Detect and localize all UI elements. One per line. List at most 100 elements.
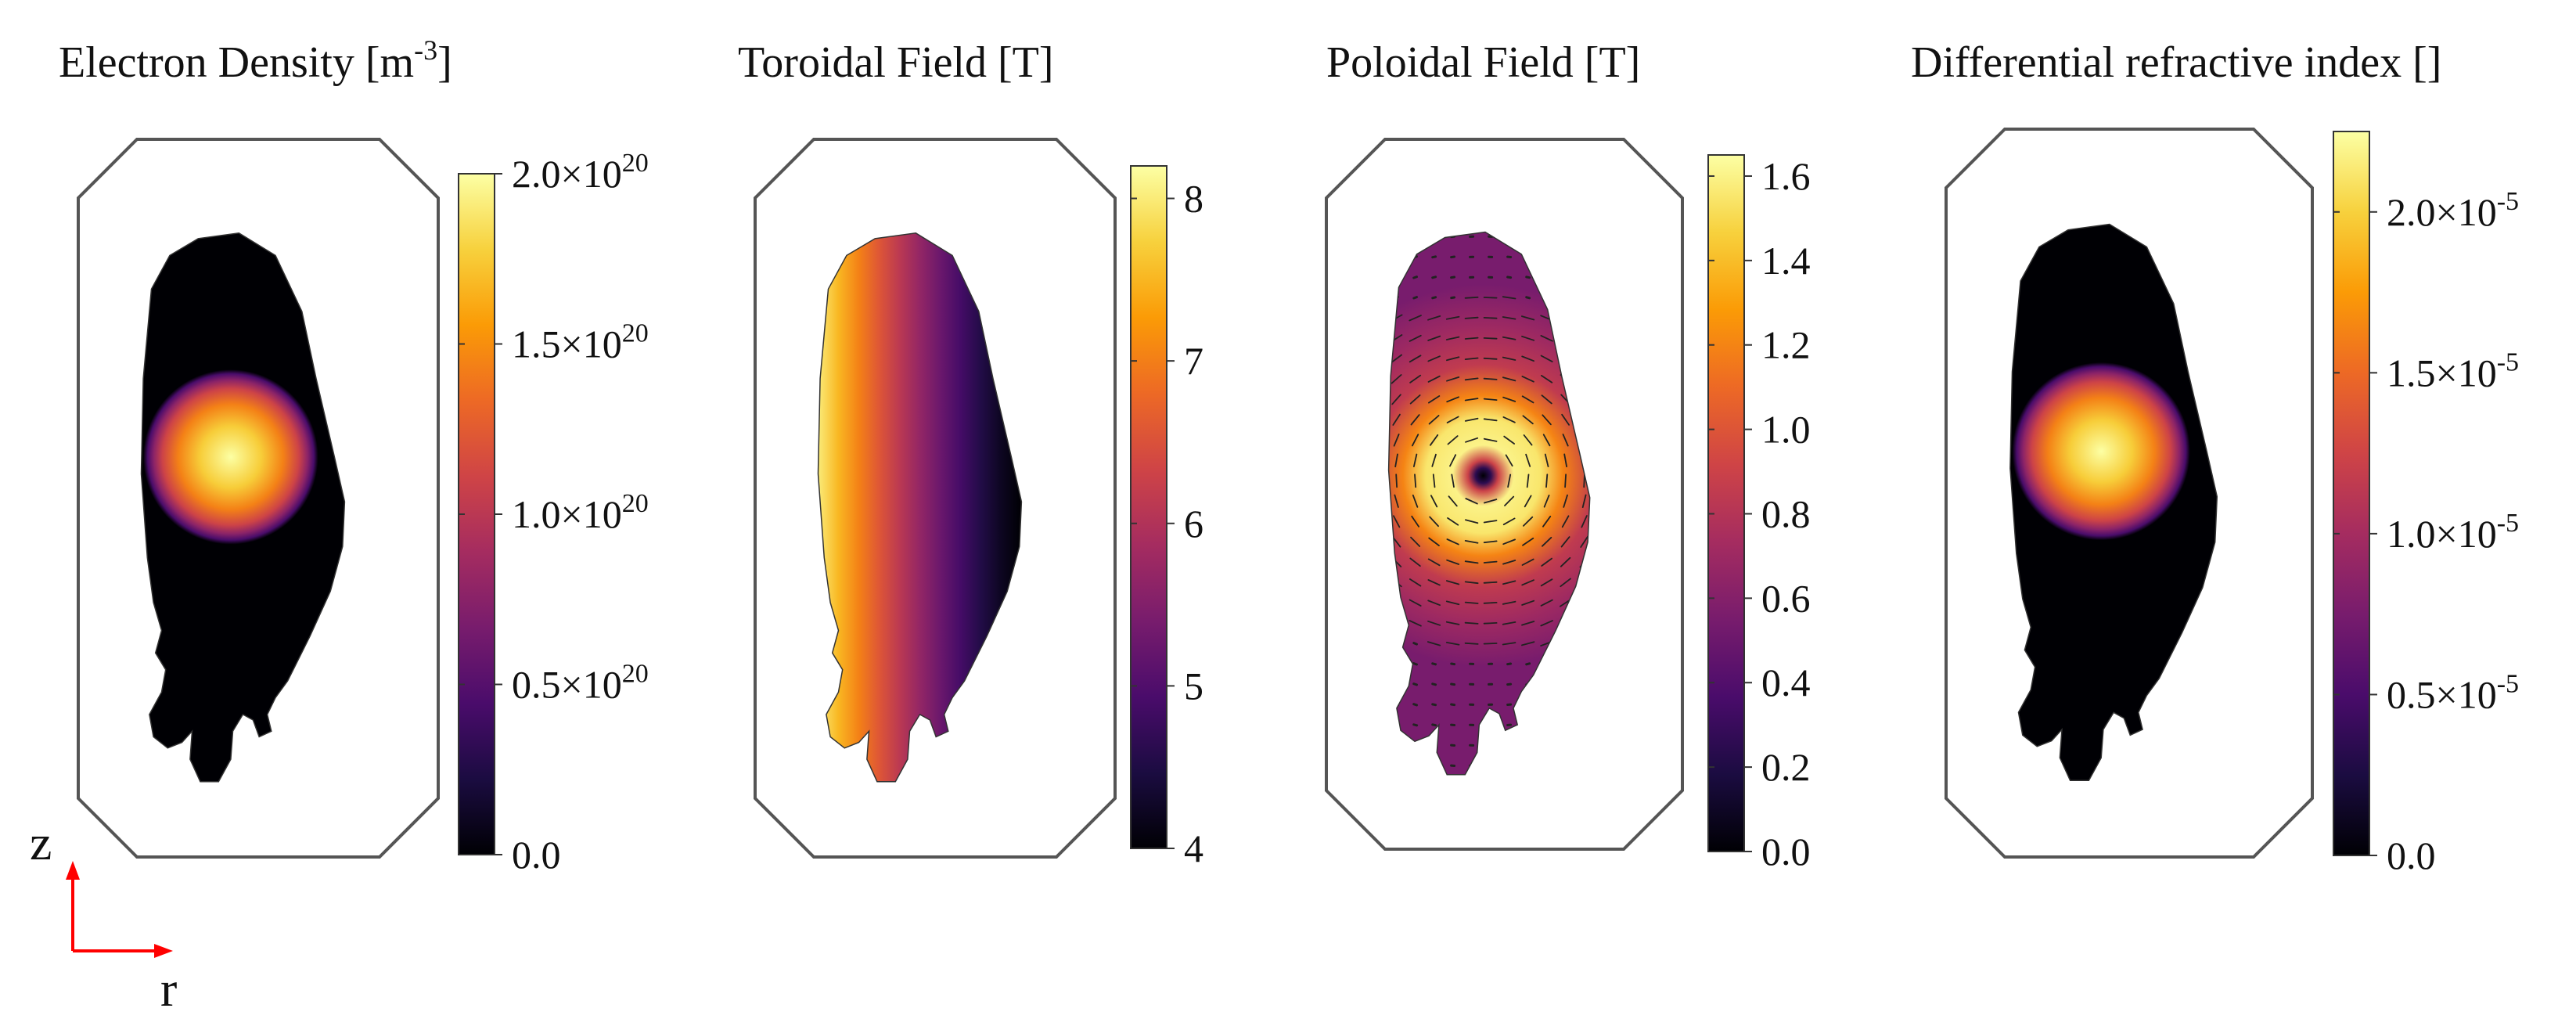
field-vector [1414,473,1417,488]
field-vector [1483,560,1498,564]
field-vector [1542,434,1551,447]
field-vector [1502,580,1516,585]
colorbar [1130,165,1167,849]
field-vector [1392,413,1401,426]
field-vector [1394,453,1398,468]
colorbar-tick-label: 1.6 [1761,154,1811,198]
field-vector [1525,275,1531,279]
field-vector [1431,723,1437,727]
colorbar-tick-label: 0.0 [2387,834,2436,877]
field-vector [1502,416,1516,423]
field-vector [1446,396,1459,403]
toroidal-field-heatmap [818,232,1022,782]
field-vector [1525,453,1531,467]
field-vector [1412,642,1418,646]
field-vector [1563,494,1568,508]
panel-title-electron-density: Electron Density [m-3] [59,34,452,87]
field-vector [1450,682,1456,686]
panel-poloidal-field: Poloidal Field [T] 0.0 0.2 0.4 0.6 0.8 1.0 1.2… [1325,38,1811,873]
field-vector [1409,578,1422,587]
field-vector [1581,515,1588,528]
field-vector [1446,559,1460,565]
colorbar-tick-label: 0.8 [1761,491,1811,535]
coordinate-axes-indicator: z r [30,815,177,1017]
field-vector [1483,357,1498,360]
field-vector [1580,535,1588,548]
field-vector [1409,394,1421,405]
field-vector [1464,581,1479,585]
field-vector [1394,494,1399,508]
field-vector [1393,515,1401,528]
field-vector [1465,437,1479,443]
field-vector [1483,622,1498,625]
field-vector [1502,642,1516,646]
field-vector [1560,536,1570,548]
field-vector [1427,335,1441,341]
field-vector [1446,416,1459,423]
colorbar-tick-label: 1.0 [1761,408,1811,452]
plasma-boundary [1387,231,1591,776]
field-vector [1427,600,1441,607]
field-vector [1445,621,1460,625]
field-vector [1521,621,1535,626]
colorbar-tick-label: 0.0 [512,833,561,877]
field-vector [1540,334,1553,342]
field-vector [1483,377,1498,380]
field-vector [1409,315,1422,322]
r-axis-label: r [160,961,177,1017]
field-vector [1521,641,1535,646]
field-vector [1525,296,1531,300]
field-vector [1503,435,1515,445]
field-vector [1506,682,1513,686]
field-vector [1502,376,1516,382]
field-vector [1412,723,1419,727]
field-vector [1445,315,1460,320]
field-vector [1464,316,1479,319]
field-vector [1464,642,1479,645]
field-vector [1544,453,1549,467]
colorbar-tick-label: 2.0×10-5 [2387,187,2519,234]
field-vector [1507,473,1512,488]
field-vector [1431,682,1437,686]
field-vector [1464,398,1479,401]
field-vector [1502,396,1516,402]
field-vector [1446,538,1459,546]
field-vector [1526,473,1530,488]
colorbar-tick-label: 0.5×10-5 [2387,669,2519,716]
field-vector [1427,579,1441,586]
field-vector [1446,356,1460,362]
field-vector [1412,494,1419,508]
field-vector [1521,375,1534,383]
field-vector [1502,560,1516,565]
field-vector [1445,642,1460,646]
colorbar-tick-label: 0.0 [1761,830,1811,873]
field-vector [1464,337,1479,340]
field-vector [1395,473,1398,488]
field-vector [1521,600,1535,606]
field-vector [1446,376,1460,382]
field-vector [1561,515,1570,528]
field-vector [1545,473,1549,488]
field-vector [1540,620,1553,627]
field-vector [1412,434,1419,447]
field-vector [1521,395,1534,404]
field-vector [1391,354,1402,364]
field-vector [1483,337,1498,340]
plasma-boundary [817,232,1023,783]
colorbar-tick-label: 0.2 [1761,745,1811,789]
field-vector [1448,495,1458,507]
z-axis-label: z [30,815,52,870]
field-vector [1505,454,1513,467]
field-vector [1464,296,1479,299]
field-vector [1562,434,1569,447]
field-vector [1431,275,1437,279]
field-vector [1465,498,1478,505]
field-vector [1502,316,1516,320]
field-vector [1450,296,1456,300]
field-vector [1464,560,1479,564]
field-vector [1502,296,1516,300]
colorbar-tick-label: 1.2 [1761,323,1811,367]
field-vector [1521,335,1535,341]
field-vector [1409,374,1422,383]
